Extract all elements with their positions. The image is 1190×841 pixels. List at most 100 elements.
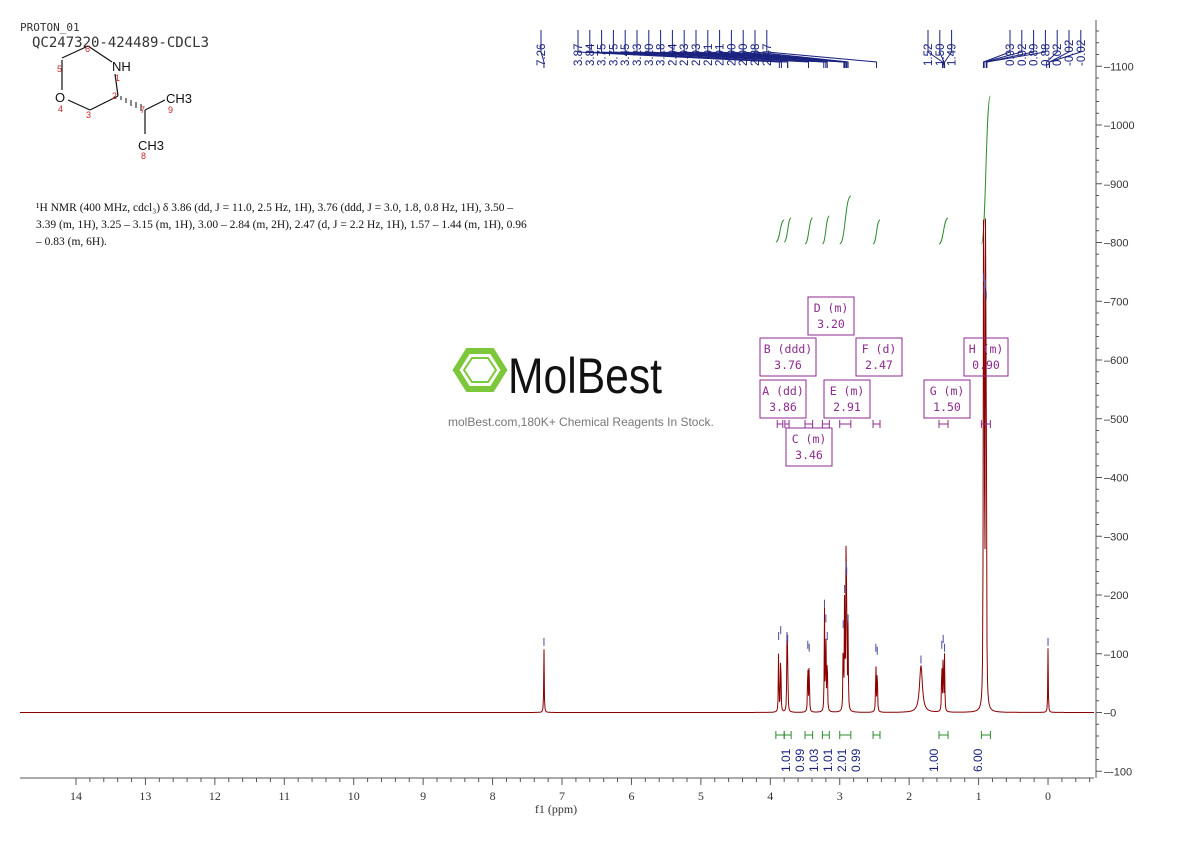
peak-label: 2.91 — [703, 44, 715, 66]
atom-number-5: 5 — [57, 64, 62, 74]
multiplet-label: A (dd) — [762, 384, 804, 398]
peak-label: 2.93 — [679, 44, 691, 66]
multiplet-label: F (d) — [862, 342, 897, 356]
y-tick-label: –300 — [1104, 531, 1128, 543]
x-tick-label: 4 — [767, 789, 773, 803]
multiplet-shift: 3.86 — [769, 400, 797, 414]
multiplet-label: D (m) — [814, 301, 849, 315]
peak-label-connector — [982, 30, 1011, 68]
peak-label: -0.02 — [1076, 40, 1088, 66]
peak-label: 0.88 — [1040, 44, 1052, 66]
x-tick-label: 3 — [837, 789, 843, 803]
peak-label: 0.92 — [1017, 44, 1029, 66]
peak-label-connector — [766, 30, 878, 68]
x-tick-label: 13 — [139, 789, 151, 803]
peak-label: 0.89 — [1029, 44, 1041, 66]
integral-value: 6.00 — [971, 748, 985, 772]
integral-value: 0.99 — [849, 748, 863, 772]
multiplet-label: E (m) — [830, 384, 865, 398]
multiplet-box — [823, 379, 871, 419]
atom-number-7: 7 — [140, 105, 145, 115]
multiplet-shift: 1.50 — [933, 400, 961, 414]
peak-label: -0.02 — [1064, 40, 1076, 66]
multiplet-label: H (m) — [969, 342, 1004, 356]
y-tick-label: –900 — [1104, 179, 1128, 191]
atom-ch3-8: CH3 — [138, 138, 164, 153]
peak-label: 3.75 — [608, 44, 620, 66]
peak-label-connector — [612, 30, 789, 68]
multiplet-box — [759, 379, 807, 419]
peak-label: 3.84 — [585, 43, 597, 66]
y-tick-label: –1000 — [1104, 120, 1135, 132]
molbest-brand: MolBest — [508, 348, 662, 404]
peak-label-connector — [624, 30, 809, 68]
x-tick-label: 6 — [628, 789, 634, 803]
molbest-logo-icon — [452, 348, 508, 392]
multiplet-shift: 3.20 — [817, 317, 845, 331]
atom-number-2: 2 — [112, 91, 117, 101]
y-tick-label: –-100 — [1104, 766, 1132, 778]
peak-label-connector — [939, 30, 945, 68]
y-tick-label: –400 — [1104, 473, 1128, 485]
peak-label: 3.75 — [597, 44, 609, 66]
atom-number-8: 8 — [141, 151, 146, 161]
atom-number-9: 9 — [168, 105, 173, 115]
x-tick-label: 7 — [559, 789, 565, 803]
x-tick-label: 2 — [906, 789, 912, 803]
peak-label: 2.90 — [726, 44, 738, 66]
y-tick-label: –100 — [1104, 649, 1128, 661]
spectrum-line — [20, 218, 1094, 713]
x-tick-label: 10 — [348, 789, 360, 803]
peak-label-connector — [719, 30, 847, 68]
atom-o: O — [55, 90, 65, 105]
experiment-name: PROTON_01 — [20, 21, 80, 34]
y-tick-label: –700 — [1104, 296, 1128, 308]
multiplet-box — [963, 337, 1009, 377]
peak-label: 3.45 — [620, 44, 632, 66]
nmr-description-line-1: ¹H NMR (400 MHz, cdcl₃) δ 3.86 (dd, J = … — [36, 202, 513, 214]
integral-curve — [980, 95, 991, 245]
y-tick-label: –200 — [1104, 590, 1128, 602]
integral-value: 1.03 — [807, 748, 821, 772]
x-tick-label: 8 — [490, 789, 496, 803]
peak-label: 2.90 — [738, 44, 750, 66]
peak-label: 3.87 — [573, 44, 585, 66]
stereo-hash-bond — [120, 96, 142, 111]
peak-label: 3.18 — [656, 44, 668, 66]
peak-label: 3.20 — [644, 44, 656, 66]
y-tick-label: –800 — [1104, 238, 1128, 250]
x-tick-label: 11 — [279, 789, 291, 803]
peak-label: 2.94 — [667, 43, 679, 66]
multiplet-shift: 3.46 — [795, 448, 823, 462]
molbest-watermark: MolBest molBest.com,180K+ Chemical Reage… — [448, 348, 714, 429]
multiplet-shift: 2.47 — [865, 358, 893, 372]
multiplet-label: B (ddd) — [764, 342, 812, 356]
integral-value: 1.00 — [927, 748, 941, 772]
peak-label-connector — [985, 30, 1035, 68]
multiplet-box — [785, 427, 833, 467]
peak-label: 2.47 — [762, 44, 774, 66]
integral-curve — [938, 217, 949, 245]
multiplet-box — [923, 379, 971, 419]
nmr-description-line-3: – 0.83 (m, 6H). — [35, 236, 107, 248]
integral-value: 1.01 — [779, 748, 793, 772]
peak-label-connector — [660, 30, 828, 68]
x-tick-label: 5 — [698, 789, 704, 803]
integral-value: 0.99 — [793, 748, 807, 772]
atom-nh: NH — [112, 59, 131, 74]
integral-curve — [839, 195, 852, 245]
x-tick-label: 0 — [1045, 789, 1051, 803]
peak-label-connector — [944, 30, 953, 68]
peak-label-connector — [1046, 30, 1058, 68]
peak-label-connector — [983, 30, 1023, 68]
peak-label-connector — [754, 30, 849, 68]
peak-label-connector — [1048, 30, 1082, 68]
atom-number-1: 1 — [115, 73, 120, 83]
peak-label: 3.23 — [632, 44, 644, 66]
peak-label: 2.93 — [691, 44, 703, 66]
peak-label: 2.91 — [715, 44, 727, 66]
atom-number-4: 4 — [58, 104, 63, 114]
peak-label: 1.49 — [947, 44, 959, 66]
multiplet-shift: 2.91 — [833, 400, 861, 414]
multiplet-box — [855, 337, 903, 377]
